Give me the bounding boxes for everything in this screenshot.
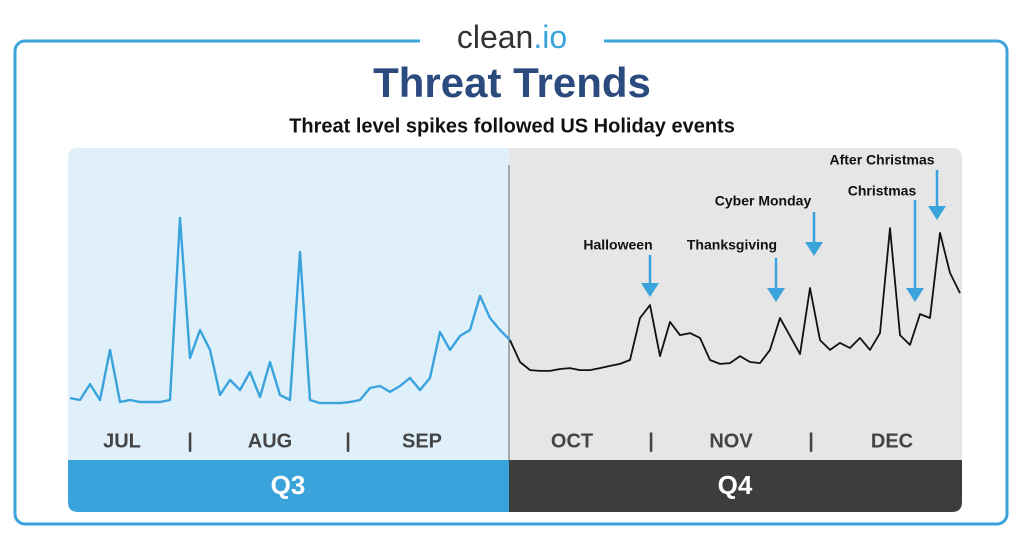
annotation: After Christmas [829, 152, 934, 168]
annotation: Thanksgiving [687, 237, 777, 253]
separators: | | | | [187, 430, 814, 452]
separator: | [648, 430, 654, 452]
subtitle: Threat level spikes followed US Holiday … [289, 115, 735, 137]
annotation-arrow-head [906, 288, 924, 302]
quarter-label: Q3 [271, 470, 306, 500]
separator: | [345, 430, 351, 452]
q4-bar [509, 460, 962, 512]
logo: clean.io [457, 19, 567, 55]
quarter-label: Q4 [718, 470, 753, 500]
x-tick-label: AUG [248, 430, 292, 452]
series-line [69, 216, 511, 405]
logo-backdrop [420, 20, 604, 60]
x-tick-label: OCT [551, 430, 593, 452]
logo-suffix: .io [533, 19, 567, 55]
q3-panel [68, 148, 509, 512]
q4-panel [509, 148, 962, 512]
title: Threat Trends [373, 59, 651, 106]
annotation: Christmas [848, 183, 917, 199]
annotation: Cyber Monday [715, 193, 812, 209]
series-line [509, 227, 961, 372]
x-tick-label: JUL [103, 430, 141, 452]
q3-bar [68, 460, 509, 512]
logo-text: clean [457, 19, 534, 55]
x-tick-label: NOV [709, 430, 753, 452]
annotation-arrow-head [805, 242, 823, 256]
annotation-arrow-head [767, 288, 785, 302]
separator: | [187, 430, 193, 452]
separator: | [808, 430, 814, 452]
annotation: Halloween [583, 237, 652, 253]
x-tick-label: DEC [871, 430, 913, 452]
annotation-arrow-head [928, 206, 946, 220]
x-tick-label: SEP [402, 430, 442, 452]
annotation-arrow-head [641, 283, 659, 297]
